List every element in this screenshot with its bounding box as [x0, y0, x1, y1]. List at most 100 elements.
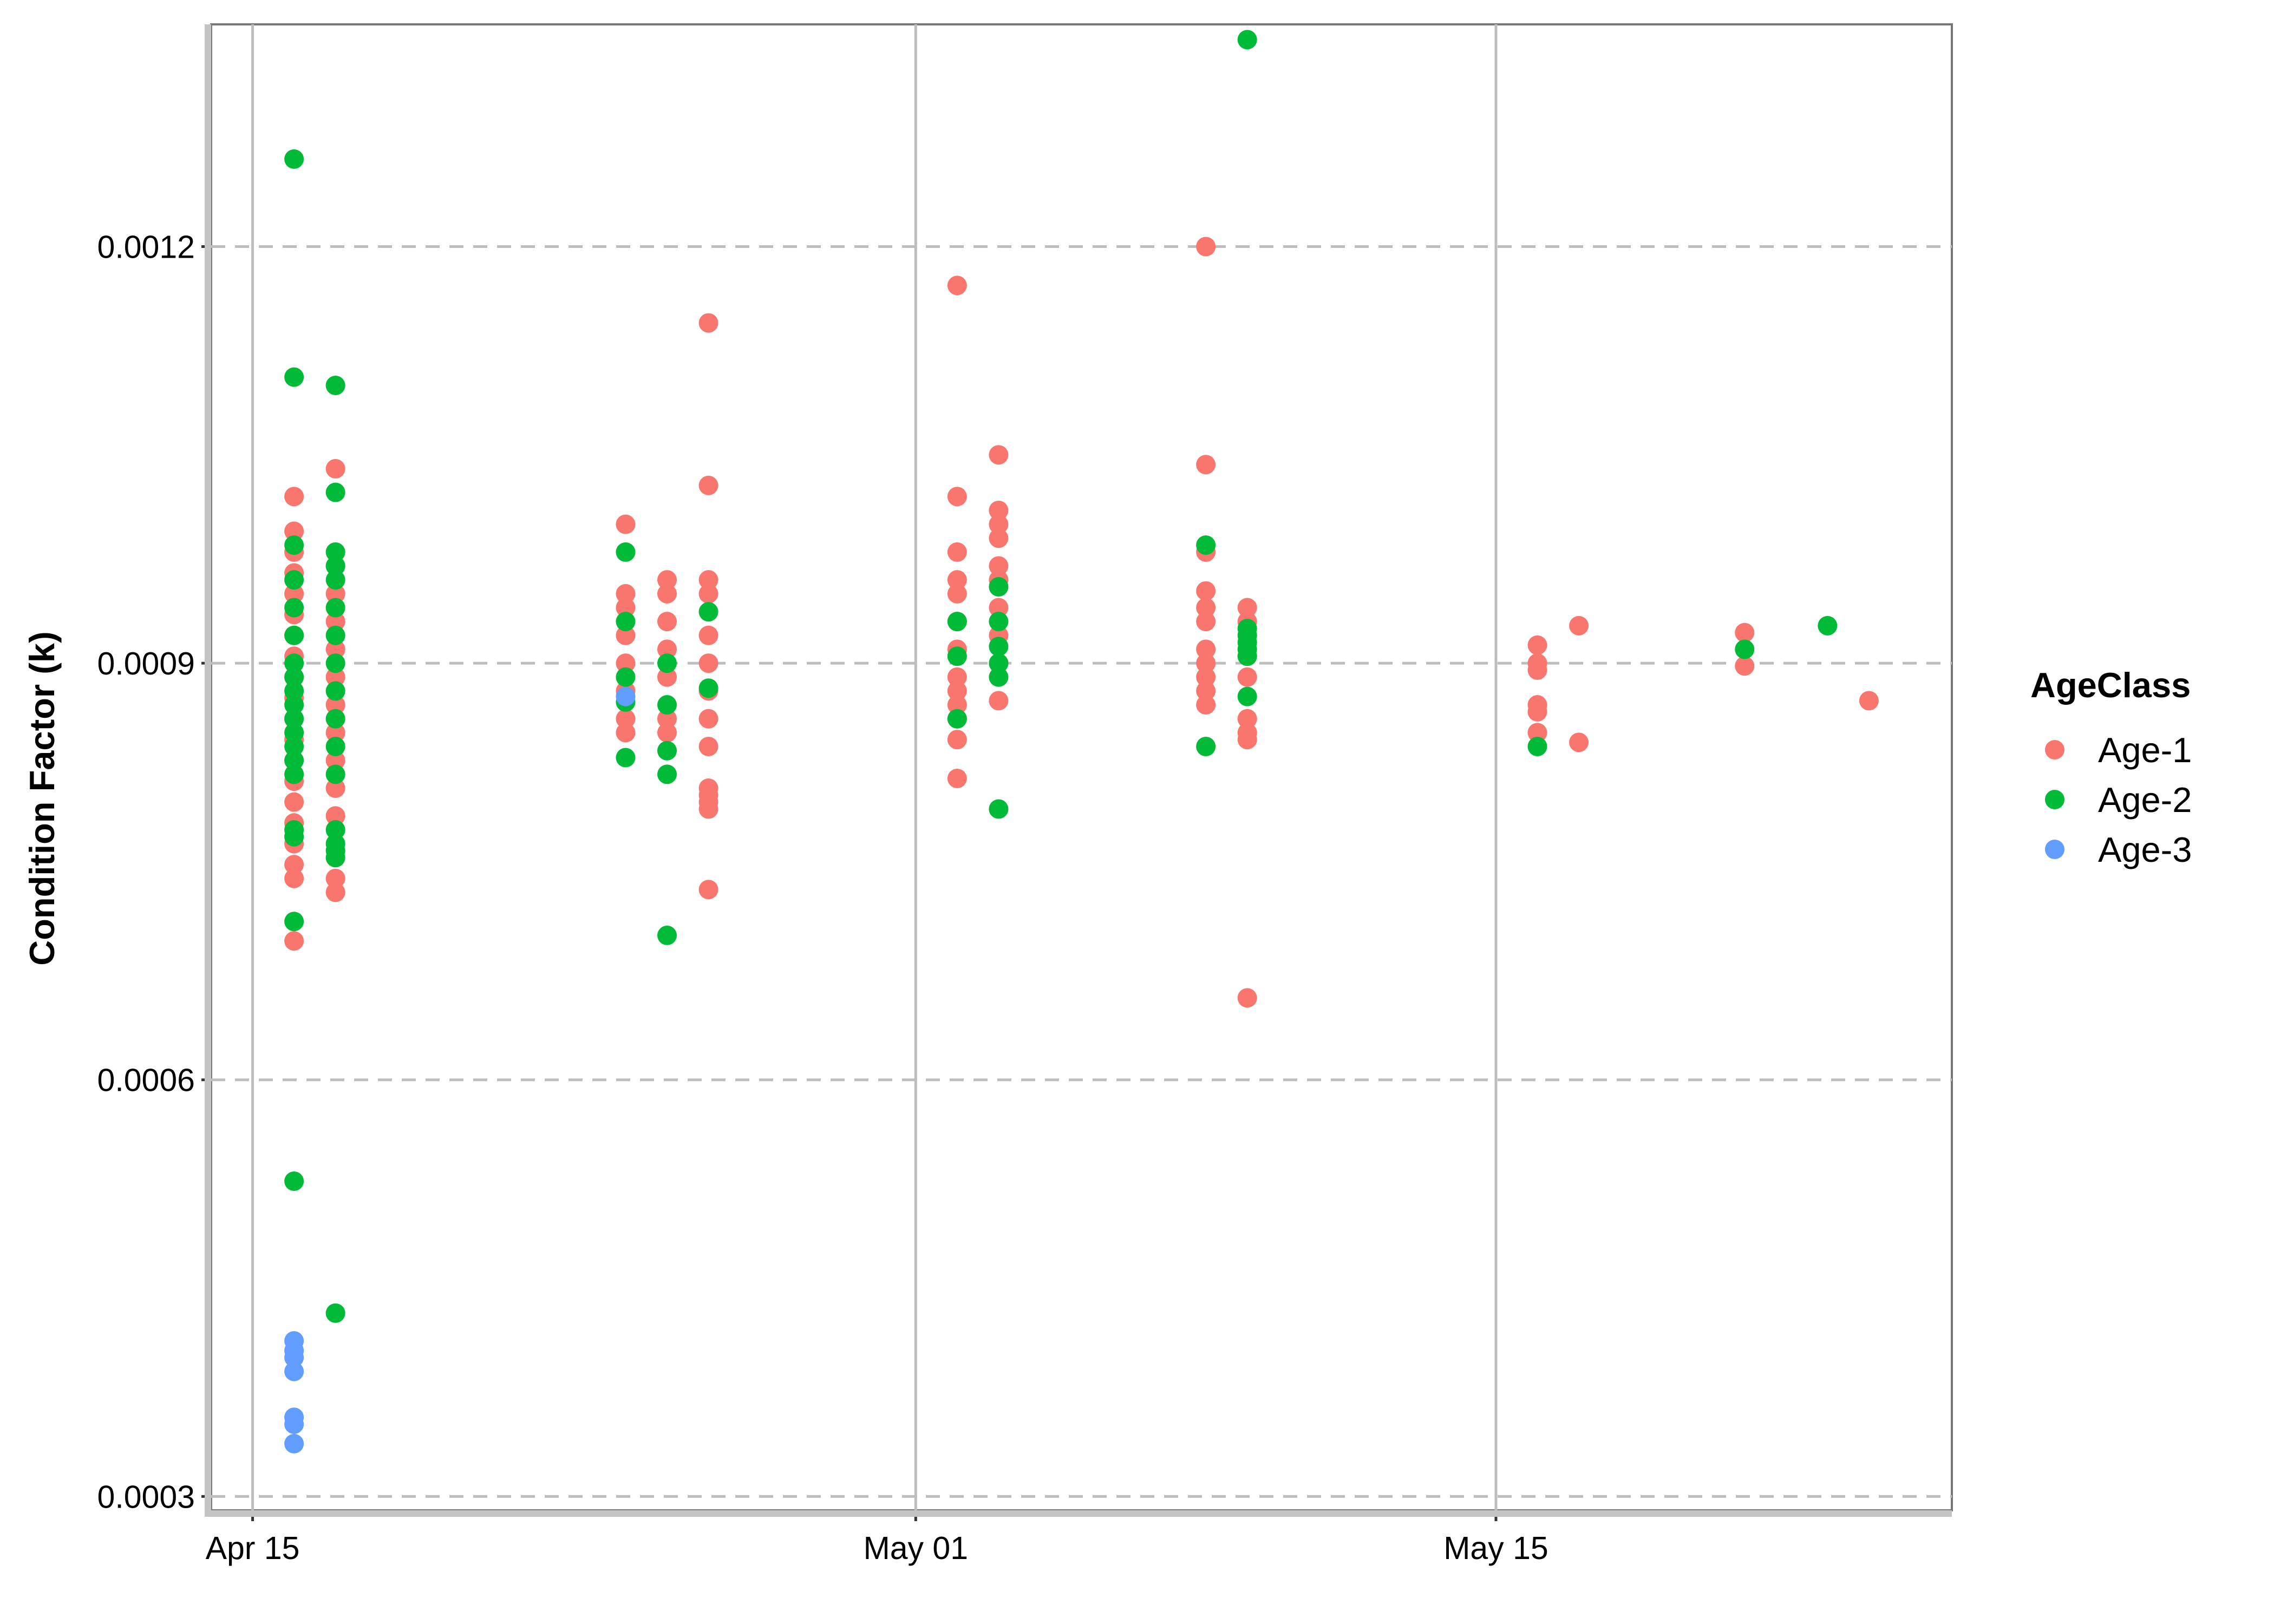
point-age-1-25 [325, 667, 345, 687]
point-age-2-37 [616, 612, 636, 632]
axes: 0.0003 0.0006 0.0009 0.0012 Apr 15 May 01 May … [97, 24, 1952, 1566]
point-age-1-40 [616, 723, 636, 743]
point-age-2-0 [284, 149, 304, 169]
point-age-1-19 [284, 931, 304, 951]
point-age-1-104 [1527, 635, 1547, 655]
legend: AgeClass Age-1 Age-2 Age-3 [2030, 665, 2192, 869]
point-age-1-0 [284, 487, 304, 507]
legend-key-age-1 [2045, 740, 2064, 759]
point-age-1-114 [1859, 691, 1879, 711]
point-age-1-20 [325, 459, 345, 479]
point-age-2-57 [1196, 535, 1216, 555]
point-age-2-20 [325, 482, 345, 502]
point-age-3-5 [284, 1414, 304, 1434]
x-tick-label-2: May 15 [1443, 1530, 1548, 1566]
point-age-1-85 [1196, 237, 1216, 257]
point-age-3-6 [284, 1433, 304, 1453]
point-age-2-17 [284, 912, 304, 932]
point-age-1-46 [657, 709, 677, 729]
point-age-1-76 [989, 500, 1009, 520]
point-age-2-58 [1196, 737, 1216, 757]
point-age-2-28 [325, 709, 345, 729]
point-age-1-49 [698, 475, 718, 495]
y-tick-label-1: 0.0006 [97, 1063, 195, 1098]
point-age-2-5 [284, 625, 304, 645]
point-age-1-62 [947, 276, 967, 296]
legend-key-age-3 [2045, 840, 2064, 859]
point-age-2-35 [325, 1303, 345, 1323]
point-age-1-77 [989, 514, 1009, 534]
point-age-2-48 [947, 612, 967, 632]
point-age-1-110 [1569, 615, 1589, 636]
point-age-1-43 [657, 612, 677, 632]
legend-label-age-3: Age-3 [2098, 830, 2192, 869]
point-age-2-42 [657, 695, 677, 715]
x-tick-label-0: Apr 15 [206, 1530, 300, 1566]
point-age-1-42 [657, 584, 677, 604]
point-age-1-63 [947, 487, 967, 507]
point-age-2-24 [325, 598, 345, 618]
legend-label-age-1: Age-1 [2098, 730, 2192, 770]
point-age-1-111 [1569, 732, 1589, 752]
point-age-2-7 [284, 667, 304, 687]
point-age-2-49 [947, 646, 967, 666]
point-age-2-10 [284, 709, 304, 729]
point-age-1-113 [1735, 656, 1755, 676]
point-age-2-66 [1527, 737, 1547, 757]
point-age-2-2 [284, 535, 304, 555]
point-age-1-75 [989, 445, 1009, 465]
point-age-2-53 [989, 637, 1009, 657]
point-age-1-84 [989, 691, 1009, 711]
point-age-2-29 [325, 737, 345, 757]
legend-label-age-2: Age-2 [2098, 780, 2192, 820]
point-age-2-19 [325, 376, 345, 396]
y-tick-label-3: 0.0012 [97, 229, 195, 265]
point-age-1-56 [698, 737, 718, 757]
point-age-1-18 [284, 868, 304, 888]
point-age-2-43 [657, 741, 677, 761]
point-age-3-3 [284, 1361, 304, 1381]
point-age-1-41 [657, 570, 677, 590]
point-age-2-40 [616, 748, 636, 768]
point-age-2-12 [284, 737, 304, 757]
point-age-2-41 [657, 653, 677, 673]
point-age-1-95 [1196, 695, 1216, 715]
point-age-2-68 [1818, 615, 1838, 636]
point-age-1-60 [698, 799, 718, 819]
point-age-2-44 [657, 764, 677, 784]
point-age-2-50 [947, 709, 967, 729]
point-age-2-67 [1735, 639, 1755, 659]
point-age-2-64 [1237, 646, 1257, 666]
point-age-2-4 [284, 598, 304, 618]
point-age-1-30 [325, 806, 345, 826]
point-age-2-47 [698, 678, 718, 698]
point-age-1-66 [947, 584, 967, 604]
point-age-1-39 [616, 709, 636, 729]
point-age-1-50 [698, 570, 718, 590]
point-age-2-27 [325, 681, 345, 701]
point-age-1-106 [1527, 660, 1547, 680]
point-age-1-22 [325, 584, 345, 604]
point-age-2-3 [284, 570, 304, 590]
point-age-1-94 [1196, 681, 1216, 701]
point-age-1-23 [325, 612, 345, 632]
point-age-1-1 [284, 521, 304, 541]
point-age-2-56 [989, 799, 1009, 819]
point-age-1-48 [698, 313, 718, 333]
legend-title: AgeClass [2030, 665, 2191, 705]
series-age-3 [284, 686, 636, 1453]
point-age-1-31 [325, 868, 345, 888]
point-age-2-26 [325, 653, 345, 673]
point-age-1-37 [616, 653, 636, 673]
point-age-1-4 [284, 584, 304, 604]
point-age-2-34 [325, 848, 345, 868]
point-age-1-93 [1196, 667, 1216, 687]
point-age-2-46 [698, 602, 718, 622]
point-age-1-103 [1237, 988, 1257, 1008]
data-points [284, 30, 1879, 1453]
point-age-2-14 [284, 764, 304, 784]
point-age-2-23 [325, 570, 345, 590]
y-axis-title: Condition Factor (k) [22, 631, 62, 965]
legend-key-age-2 [2045, 790, 2064, 809]
point-age-2-18 [284, 1171, 304, 1191]
